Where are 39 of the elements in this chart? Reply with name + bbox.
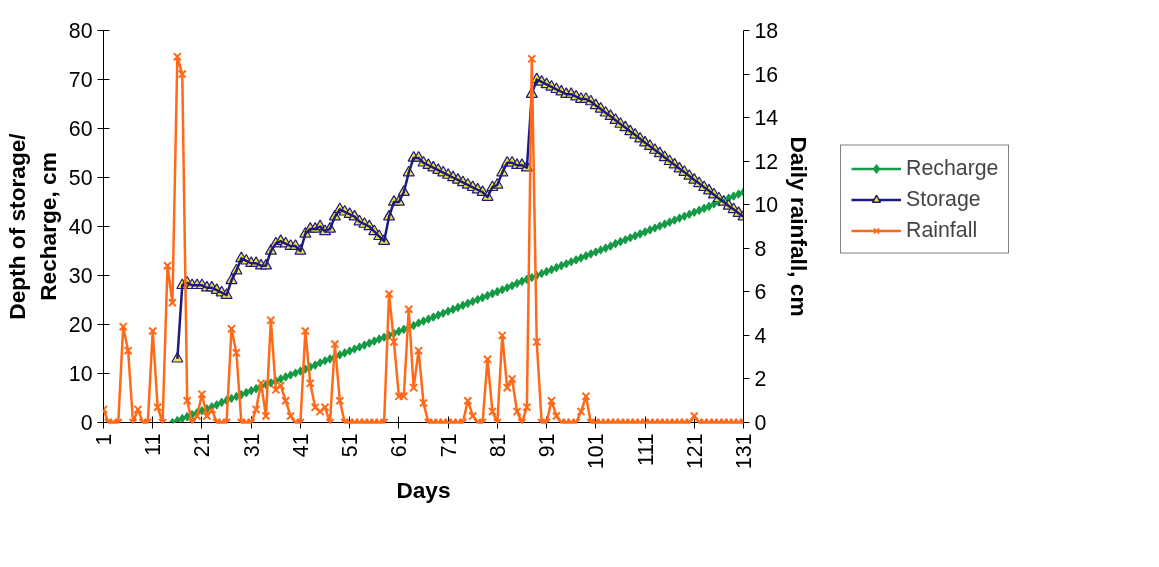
x-tick-label: 71 bbox=[436, 433, 461, 458]
y-tick-label: 80 bbox=[68, 19, 93, 43]
x-tick-label: 101 bbox=[584, 433, 609, 470]
y2-tick-label: 8 bbox=[754, 236, 767, 261]
y2-tick-label: 12 bbox=[754, 149, 779, 174]
legend-label: Rainfall bbox=[906, 217, 978, 243]
x-tick-label: 91 bbox=[535, 433, 560, 458]
x-tick-label: 111 bbox=[633, 433, 658, 466]
y-tick-label: 40 bbox=[68, 215, 93, 239]
y2-axis-title: Daily rainfall, cm bbox=[786, 136, 813, 317]
y2-tick-label: 14 bbox=[754, 106, 779, 131]
y2-tick-label: 10 bbox=[754, 193, 779, 218]
y2-tick-label: 18 bbox=[754, 19, 779, 43]
x-tick-label: 1 bbox=[92, 433, 116, 446]
x-tick-label: 61 bbox=[387, 433, 412, 458]
legend-label: Storage bbox=[906, 186, 981, 212]
y-tick-label: 50 bbox=[68, 166, 93, 190]
x-tick-label: 21 bbox=[190, 433, 215, 458]
y-tick-label: 10 bbox=[68, 362, 93, 386]
legend-label: Recharge bbox=[906, 155, 999, 181]
x-tick-label: 121 bbox=[682, 433, 707, 470]
x-tick-label: 81 bbox=[485, 433, 510, 458]
x-tick-label: 131 bbox=[732, 433, 756, 470]
y2-tick-label: 4 bbox=[754, 323, 767, 348]
y2-tick-label: 2 bbox=[754, 367, 767, 392]
y-tick-label: 60 bbox=[68, 117, 93, 141]
y2-tick-label: 6 bbox=[754, 280, 767, 305]
x-tick-label: 51 bbox=[338, 433, 363, 458]
x-axis-title: Days bbox=[396, 477, 451, 504]
y-tick-label: 30 bbox=[68, 264, 93, 288]
x-tick-label: 11 bbox=[141, 433, 166, 456]
y2-tick-label: 16 bbox=[754, 62, 779, 87]
y2-tick-label: 0 bbox=[754, 411, 767, 435]
y-axis-title: Depth of storage/ Recharge, cm bbox=[3, 132, 61, 320]
y-tick-label: 20 bbox=[68, 313, 93, 337]
x-tick-label: 31 bbox=[239, 433, 264, 458]
y-tick-label: 70 bbox=[68, 68, 93, 92]
y-tick-label: 0 bbox=[80, 411, 93, 435]
x-tick-label: 41 bbox=[288, 433, 313, 458]
